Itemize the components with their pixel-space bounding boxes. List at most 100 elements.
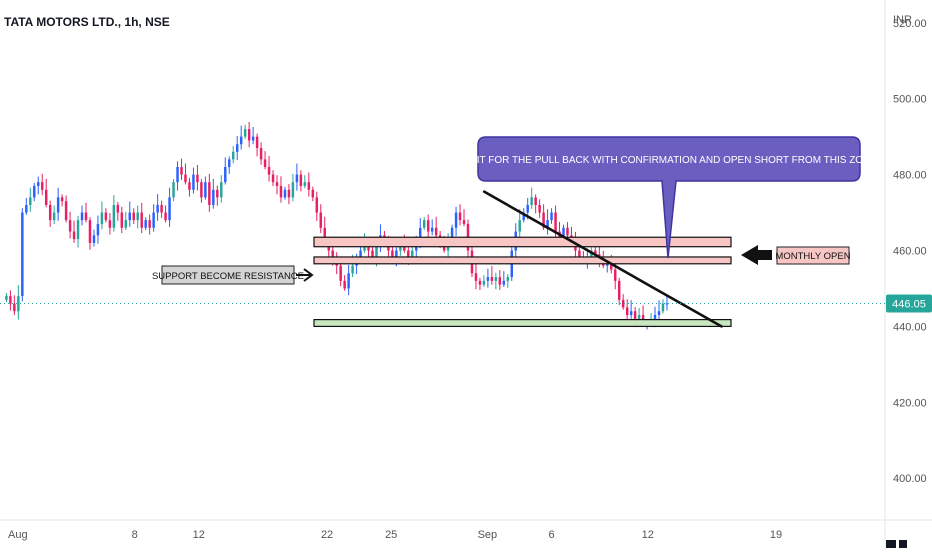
- candle-body: [5, 296, 8, 300]
- zone-resistance-lower: [313, 256, 732, 265]
- candle-body: [228, 159, 231, 168]
- candle-body: [33, 185, 36, 198]
- candle-body: [661, 303, 665, 312]
- monthly-label-group: MONTHLY OPEN: [741, 245, 851, 265]
- callout: WAIT FOR THE PULL BACK WITH CONFIRMATION…: [461, 136, 877, 259]
- price-tag-bg: [886, 294, 932, 313]
- candle-body: [578, 250, 581, 259]
- tv-logo-icon: [886, 540, 907, 548]
- candle-body: [283, 189, 287, 198]
- candle-body: [518, 220, 521, 232]
- candle-body: [542, 212, 545, 228]
- candle-body: [267, 167, 271, 175]
- candle-body: [279, 185, 283, 198]
- candle-body: [594, 250, 597, 255]
- candle-body: [454, 212, 458, 228]
- candle-body: [554, 212, 557, 232]
- candle-body: [148, 220, 151, 228]
- candle-body: [621, 299, 625, 308]
- candle-body: [220, 182, 223, 198]
- candle-body: [407, 250, 410, 259]
- candle-body: [450, 227, 454, 243]
- candle-body: [88, 220, 92, 243]
- candle-body: [287, 189, 291, 198]
- candle-body: [180, 167, 183, 175]
- candle-body: [204, 182, 207, 198]
- candle-body: [152, 212, 155, 228]
- candle-body: [411, 250, 414, 259]
- candle-body: [76, 220, 80, 240]
- candle-body: [168, 197, 171, 221]
- candle-body: [263, 159, 267, 168]
- callout-bubble: [477, 136, 861, 259]
- y-tick-label: 440.00: [893, 321, 927, 333]
- candle-body: [60, 197, 64, 202]
- candle-body: [116, 204, 120, 213]
- candle-body: [208, 182, 211, 205]
- y-tick-label: 460.00: [893, 246, 927, 258]
- candle-body: [419, 227, 422, 243]
- candle-body: [307, 182, 311, 190]
- candle-body: [25, 204, 28, 213]
- y-tick-label: 520.00: [893, 18, 927, 30]
- candle-body: [498, 277, 502, 285]
- candle-body: [617, 280, 621, 300]
- candle-body: [120, 212, 124, 228]
- left-arrow-icon: [741, 245, 772, 265]
- candle-body: [522, 212, 525, 221]
- zone-resistance-upper: [313, 236, 732, 248]
- x-tick-label: 25: [385, 529, 397, 541]
- trendline: [482, 190, 723, 328]
- candle-body: [490, 277, 494, 281]
- candle-body: [550, 212, 553, 221]
- candle-body: [40, 182, 44, 190]
- candle-body: [637, 315, 641, 319]
- candle-body: [239, 136, 243, 145]
- candle-body: [108, 220, 112, 228]
- candle-body: [259, 148, 263, 160]
- candle-body: [395, 250, 398, 259]
- candle-body: [212, 189, 215, 205]
- candle-body: [482, 280, 486, 285]
- trendline-layer: [482, 190, 723, 328]
- candle-body: [124, 220, 128, 228]
- candle-body: [430, 227, 434, 232]
- candle-body: [546, 220, 549, 228]
- candle-body: [375, 246, 378, 259]
- candle-body: [502, 280, 506, 285]
- candle-body: [100, 212, 104, 224]
- candle-body: [486, 277, 490, 281]
- zone-support: [313, 318, 732, 328]
- candle-body: [422, 220, 426, 228]
- candle-body: [224, 167, 227, 183]
- y-tick-label: 420.00: [893, 397, 927, 409]
- candle-body: [196, 174, 199, 183]
- candle-body: [391, 250, 394, 259]
- candle-body: [21, 212, 24, 297]
- candle-body: [231, 151, 235, 160]
- chart-title: TATA MOTORS LTD., 1h, NSE: [4, 15, 170, 29]
- candle-body: [128, 212, 132, 221]
- candles: [5, 122, 669, 330]
- candle-body: [235, 144, 239, 152]
- candle-body: [331, 250, 334, 262]
- candle-body: [478, 280, 482, 285]
- price-tag-value: 446.05: [892, 298, 926, 310]
- candle-body: [323, 227, 326, 243]
- y-tick-label: 480.00: [893, 170, 927, 182]
- candle-body: [474, 273, 478, 281]
- candle-body: [84, 212, 88, 221]
- monthly-label-box: [776, 246, 850, 265]
- candle-body: [64, 201, 68, 221]
- candle-body: [347, 273, 350, 289]
- candle-body: [311, 189, 315, 198]
- candle-body: [538, 204, 541, 213]
- candle-body: [68, 220, 72, 232]
- monthly-label: MONTHLY OPEN: [775, 251, 850, 262]
- candle-body: [371, 250, 374, 259]
- candle-body: [247, 129, 251, 141]
- candle-body: [458, 212, 462, 221]
